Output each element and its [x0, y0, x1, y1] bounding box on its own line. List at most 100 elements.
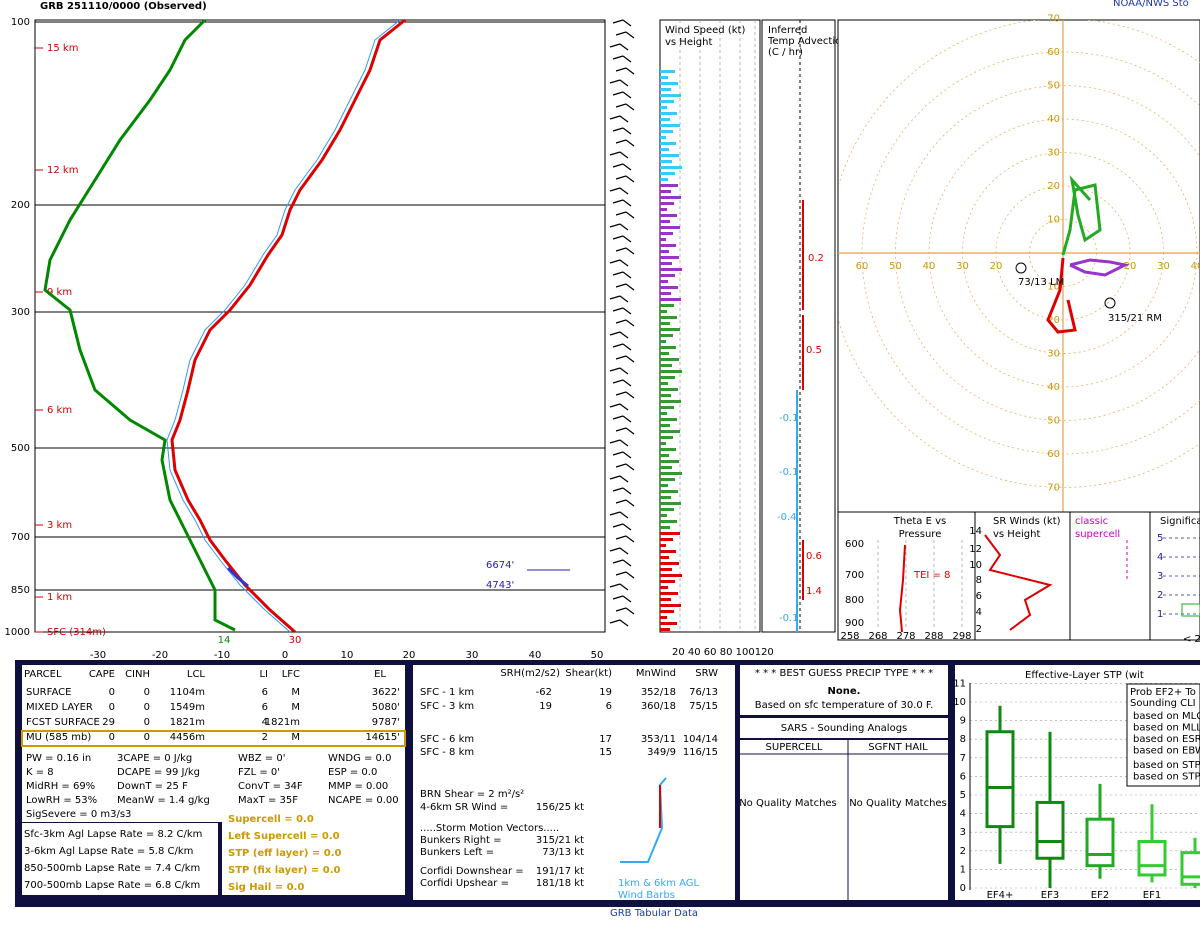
wind-bar — [660, 100, 674, 103]
wind-bar — [660, 76, 668, 79]
table-cell: 116/15 — [683, 747, 718, 758]
footer-link[interactable]: GRB Tabular Data — [610, 908, 698, 919]
wind-bar — [660, 394, 671, 397]
margin — [0, 660, 15, 907]
wind-barb — [619, 403, 629, 411]
table-header: CAPE — [89, 669, 115, 680]
ring-label: 30 — [1047, 148, 1060, 159]
severe-box — [222, 808, 405, 895]
table-cell: MU (585 mb) — [26, 732, 91, 743]
panel-title: supercell — [1075, 529, 1120, 540]
height-label: 10 — [969, 560, 982, 571]
precip-box — [740, 665, 948, 715]
temperature-label: -30 — [90, 650, 106, 661]
wind-bar — [660, 70, 675, 73]
index: MMP = 0.00 — [328, 781, 388, 792]
temperature-label: 10 — [341, 650, 354, 661]
table-cell: 17 — [599, 734, 612, 745]
advection-frame — [761, 19, 836, 633]
wind-bar — [660, 202, 674, 205]
wind-barb — [625, 391, 635, 399]
wind-barb — [615, 31, 627, 36]
wind-bar — [660, 550, 676, 553]
wind-bar — [660, 112, 677, 115]
storm-motion: Bunkers Left = — [420, 847, 494, 858]
index: MeanW = 1.4 g/kg — [117, 795, 210, 806]
pressure-label: 800 — [845, 595, 864, 606]
x-label: 298 — [952, 631, 971, 642]
wind-barb — [619, 43, 629, 51]
wind-bar — [660, 532, 680, 535]
wind-bar — [660, 328, 680, 331]
wind-bar — [660, 124, 680, 127]
table-cell: 14615' — [365, 732, 400, 743]
index: MaxT = 35F — [238, 795, 298, 806]
index: WNDG = 0.0 — [328, 753, 391, 764]
table-cell: SFC - 3 km — [420, 701, 474, 712]
index: K = 8 — [26, 767, 54, 778]
panel-title: Temp Advection — [767, 36, 848, 47]
table-header: CINH — [125, 669, 150, 680]
table-cell: 9787' — [372, 717, 400, 728]
wind-barb — [612, 199, 624, 204]
parcel-box — [22, 665, 405, 752]
wind-barb — [612, 235, 624, 240]
wind-barb — [622, 379, 632, 387]
temperature-label: 20 — [403, 650, 416, 661]
table-cell: SFC - 8 km — [420, 747, 474, 758]
tick-label: 8 — [960, 734, 966, 745]
storm-motion: Bunkers Right = — [420, 835, 502, 846]
tick-label: 3 — [1157, 571, 1163, 582]
wind-barb — [625, 355, 635, 363]
wind-bar — [660, 352, 669, 355]
wind-barb — [619, 151, 629, 159]
table-cell: 29 — [102, 717, 115, 728]
wind-bar — [660, 466, 672, 469]
wind-barb — [615, 463, 627, 468]
wind-bar — [660, 526, 670, 529]
tick-label: 4 — [1157, 552, 1163, 563]
wind-barb — [619, 439, 629, 447]
legend-text: based on MLLC — [1133, 723, 1200, 734]
wind-barb — [619, 295, 629, 303]
wind-bar — [660, 268, 682, 271]
advection-value: -0.4 — [777, 512, 797, 523]
wind-bar — [660, 592, 678, 595]
corfidi: 181/18 kt — [536, 878, 584, 889]
wind-barb — [622, 127, 632, 135]
legend-text: based on STP_f — [1133, 760, 1200, 771]
panel-title: vs Height — [993, 529, 1040, 540]
table-cell: FCST SURFACE — [26, 717, 100, 728]
table-cell: 0 — [144, 702, 150, 713]
tick-label: 2 — [960, 846, 966, 857]
hodograph-frame — [837, 19, 1200, 513]
skewt-frame — [34, 19, 606, 633]
height-label: 8 — [976, 575, 982, 586]
wind-bar — [660, 448, 676, 451]
table-cell: 6 — [606, 701, 612, 712]
brn-shear: BRN Shear = 2 m²/s² — [420, 789, 524, 800]
dewpoint-trace — [43, 18, 236, 632]
sr-wind: 156/25 kt — [536, 802, 584, 813]
wind-barb — [622, 595, 632, 603]
temperature-label: 40 — [529, 650, 542, 661]
table-header: Shear(kt) — [565, 668, 612, 679]
ring-label: 30 — [1047, 349, 1060, 360]
wind-barb — [612, 415, 624, 420]
wind-barb — [612, 523, 624, 528]
wind-barb — [609, 259, 621, 264]
wind-bar — [660, 142, 676, 145]
pressure-label: 600 — [845, 539, 864, 550]
wind-bar — [660, 280, 668, 283]
wind-bar — [660, 166, 682, 169]
wind-bar — [660, 136, 666, 139]
lapse-rate: 3-6km Agl Lapse Rate = 5.8 C/km — [24, 846, 193, 857]
table-cell: SFC - 1 km — [420, 687, 474, 698]
severe-parameter: Sig Hail = 0.0 — [228, 882, 304, 893]
index: DownT = 25 F — [117, 781, 188, 792]
legend-text: based on STP_e — [1133, 772, 1200, 783]
ring-label: 40 — [1191, 261, 1200, 272]
table-cell: MIXED LAYER — [26, 702, 93, 713]
table-cell: 349/9 — [647, 747, 676, 758]
wind-barb — [612, 379, 624, 384]
